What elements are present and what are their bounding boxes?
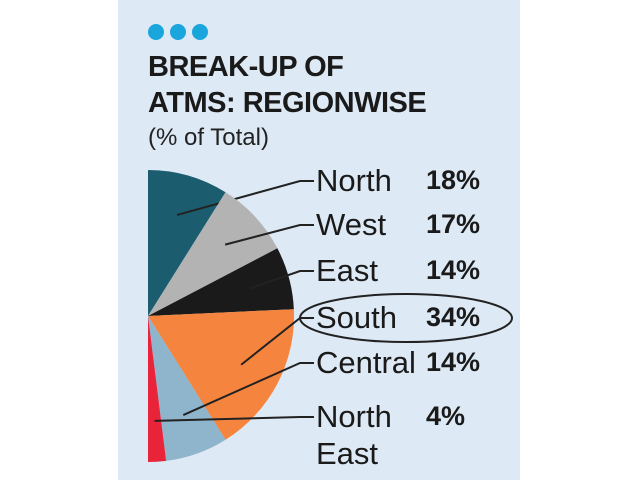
category-label: Central [316,345,416,380]
leader-line [154,416,314,422]
value-label: 14% [426,255,481,285]
pie-slice [148,192,278,316]
value-label: 14% [426,347,481,377]
category-label: North East [316,399,392,471]
value-label: 17% [426,209,481,239]
pie-slice [148,248,294,316]
category-label: West [316,207,387,242]
chart-subtitle: (% of Total) [148,124,269,151]
category-label: North [316,163,392,198]
value-label: 18% [426,165,481,195]
category-label: South [316,300,398,335]
value-label: 4% [426,401,466,431]
leader-line [176,180,314,216]
dot [148,24,164,40]
category-label: East [316,253,379,288]
leader-line [240,317,314,366]
chart-title: BREAK-UP OF [148,51,344,83]
dot [192,24,208,40]
leader-line [224,224,314,246]
pie-slice [148,316,167,462]
pie-slice [148,316,226,461]
pie-slice [148,309,295,440]
dot [170,24,186,40]
chart-title: ATMS: REGIONWISE [148,87,427,119]
leader-line [249,270,314,290]
value-label: 34% [426,302,481,332]
leader-line [182,362,314,416]
